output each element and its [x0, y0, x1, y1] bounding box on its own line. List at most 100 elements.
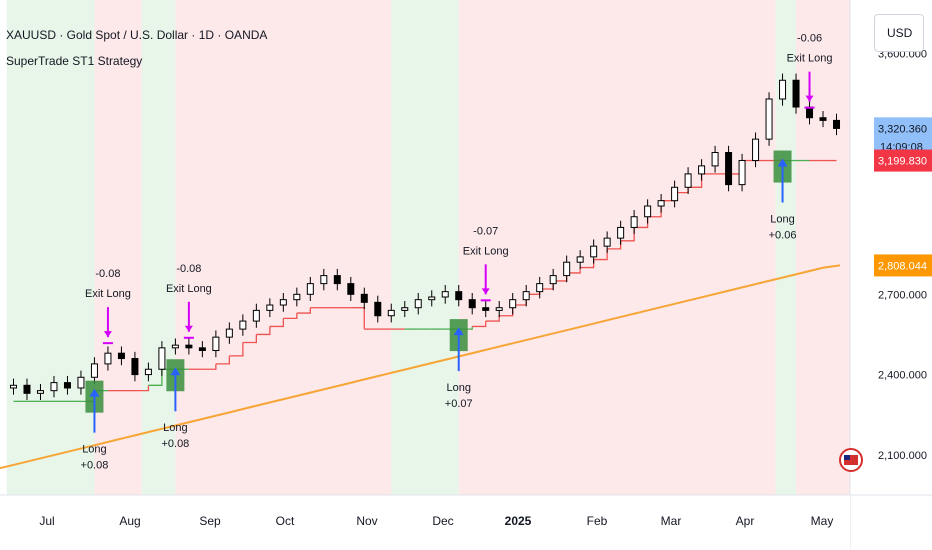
- exit-label: Exit Long: [166, 283, 212, 295]
- candle-body: [495, 307, 503, 311]
- exit-pnl: -0.06: [797, 33, 822, 45]
- candle-body: [414, 299, 422, 309]
- candle-body: [765, 98, 773, 140]
- entry-pnl: +0.07: [445, 398, 473, 410]
- zone-short: [458, 0, 776, 495]
- candle-body: [104, 352, 112, 365]
- entry-pnl: +0.06: [769, 230, 797, 242]
- symbol-title[interactable]: XAUUSD · Gold Spot / U.S. Dollar · 1D · …: [6, 28, 268, 42]
- zone-long: [391, 0, 459, 495]
- zone-long: [141, 0, 176, 495]
- zone-short: [796, 0, 850, 495]
- supertrend-segment: [134, 385, 150, 392]
- entry-pnl: +0.08: [81, 460, 109, 472]
- candle-body: [279, 299, 287, 306]
- entry-arrow-icon: [89, 388, 100, 397]
- candle-body: [833, 119, 841, 129]
- candle-body: [198, 347, 206, 352]
- candle-body: [36, 390, 44, 394]
- candle-body: [725, 152, 733, 186]
- time-tick-label: May: [811, 514, 834, 528]
- supertrend-segment: [256, 326, 271, 336]
- supertrend-segment: [242, 334, 257, 344]
- candle-body: [131, 358, 139, 376]
- entry-label: Long: [163, 422, 187, 434]
- entry-pnl: +0.08: [161, 438, 189, 450]
- candle-body: [671, 186, 679, 202]
- time-tick-label: Jul: [39, 514, 54, 528]
- zone-long: [6, 0, 95, 495]
- candle-body: [225, 328, 233, 338]
- exit-label: Exit Long: [463, 245, 509, 257]
- candle-body: [401, 307, 409, 311]
- us-flag-icon: [839, 448, 863, 472]
- ema-line: [0, 264, 841, 470]
- entry-label: Long: [446, 382, 470, 394]
- indicator-name[interactable]: SuperTrade ST1 Strategy: [6, 54, 143, 68]
- candle-body: [819, 117, 827, 121]
- candle-body: [792, 79, 800, 108]
- exit-label: Exit Long: [787, 53, 833, 65]
- exit-arrow-icon: [103, 331, 112, 338]
- exit-pnl: -0.07: [473, 225, 498, 237]
- price-tick-label: 2,100.000: [878, 450, 927, 462]
- exit-pnl: -0.08: [176, 263, 201, 275]
- price-badge-ema: [874, 254, 932, 277]
- exit-arrow-icon: [481, 288, 490, 295]
- candle-body: [239, 320, 247, 330]
- candle-body: [738, 160, 746, 186]
- candle-body: [468, 299, 476, 309]
- entry-arrow-icon: [777, 158, 788, 167]
- time-tick-label: Sep: [199, 514, 221, 528]
- flag-body: [844, 455, 858, 465]
- candle-body: [212, 336, 220, 352]
- exit-pnl: -0.08: [95, 268, 120, 280]
- supertrend-segment: [472, 321, 487, 328]
- time-tick-label: Feb: [587, 514, 608, 528]
- candle-body: [455, 291, 463, 301]
- candle-body: [509, 299, 517, 309]
- candle-body: [306, 283, 314, 295]
- zone-long: [775, 0, 797, 495]
- currency-button[interactable]: USD: [874, 14, 924, 52]
- time-tick-label: Mar: [661, 514, 682, 528]
- background-zones: [6, 0, 850, 495]
- zone-short: [175, 0, 392, 495]
- candle-body: [320, 275, 328, 285]
- time-tick-label: Oct: [276, 514, 295, 528]
- exit-label: Exit Long: [85, 288, 131, 300]
- candle-body: [117, 352, 125, 360]
- time-axis[interactable]: Jul Aug Sep Oct Nov Dec 2025 Feb Mar Apr May: [0, 494, 932, 550]
- chart-header: XAUUSD · Gold Spot / U.S. Dollar · 1D · …: [6, 28, 267, 68]
- candle-body: [482, 307, 490, 311]
- candle-body: [63, 382, 71, 389]
- price-tick-label: 2,400.000: [878, 370, 927, 382]
- price-badge-label: 3,320.360: [878, 123, 927, 135]
- time-tick-label: Dec: [432, 514, 453, 528]
- price-badge-label: 3,199.830: [878, 156, 927, 168]
- candle-body: [590, 245, 598, 258]
- entry-arrow-icon: [170, 367, 181, 376]
- candle-body: [779, 79, 787, 100]
- candle-body: [347, 283, 355, 295]
- price-axis[interactable]: 2,100.0002,400.0002,700.0003,600.0003,32…: [849, 0, 932, 550]
- candle-body: [360, 293, 368, 303]
- candle-body: [441, 291, 449, 298]
- candle-body: [387, 309, 395, 317]
- candle-body: [374, 301, 382, 317]
- candle-body: [90, 363, 98, 378]
- candle-body: [23, 384, 31, 394]
- time-tick-label: Aug: [119, 514, 140, 528]
- candle-body: [185, 344, 193, 349]
- candle-body: [752, 138, 760, 162]
- candle-body: [144, 368, 152, 376]
- supertrend-segment: [485, 315, 500, 322]
- candle-body: [50, 382, 58, 392]
- entry-arrow-icon: [453, 327, 464, 336]
- candles: [9, 73, 841, 401]
- candle-body: [576, 256, 584, 263]
- candle-body: [603, 237, 611, 247]
- candle-body: [630, 216, 638, 228]
- candle-body: [333, 275, 341, 285]
